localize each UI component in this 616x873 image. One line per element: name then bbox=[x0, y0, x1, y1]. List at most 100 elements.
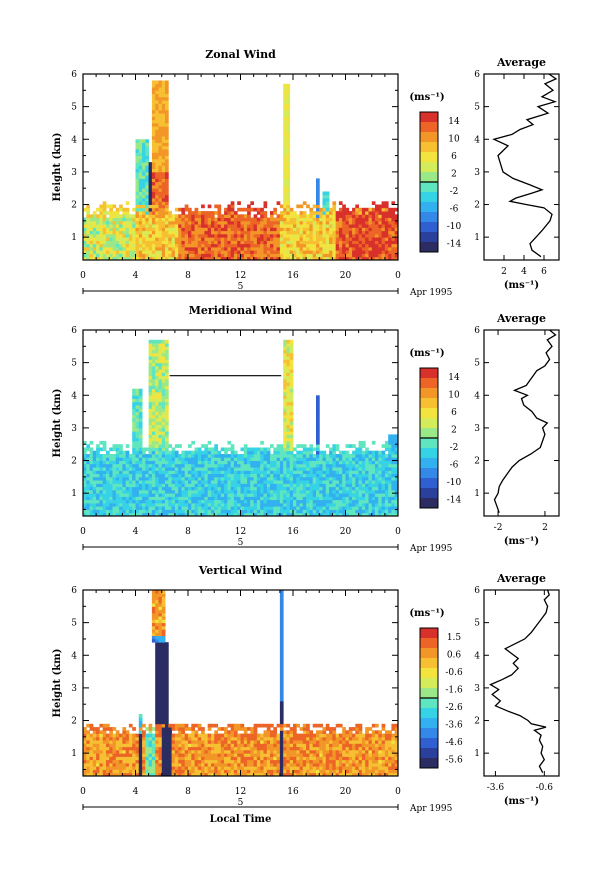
heat-cell bbox=[263, 463, 268, 468]
heat-cell bbox=[92, 237, 97, 241]
heat-cell bbox=[335, 457, 340, 461]
heat-cell bbox=[151, 447, 156, 452]
heat-cell bbox=[112, 489, 117, 494]
heat-cell bbox=[132, 769, 136, 774]
heat-cell bbox=[168, 253, 172, 258]
heat-cell bbox=[332, 243, 337, 248]
colorbar-swatch bbox=[420, 418, 438, 429]
heat-cell bbox=[115, 746, 120, 751]
heat-cell bbox=[161, 93, 166, 98]
heat-cell bbox=[135, 230, 140, 235]
y-tick-label: 6 bbox=[71, 70, 77, 80]
heat-cell bbox=[191, 237, 195, 241]
heat-cell bbox=[151, 392, 156, 396]
heat-cell bbox=[122, 727, 127, 731]
heat-cell bbox=[168, 237, 172, 241]
heat-cell bbox=[335, 230, 340, 235]
heat-cell bbox=[171, 250, 176, 254]
heat-cell bbox=[158, 230, 163, 235]
heat-cell bbox=[138, 217, 143, 222]
heat-cell bbox=[211, 447, 215, 452]
heat-cell bbox=[289, 233, 294, 238]
heat-cell bbox=[165, 233, 169, 238]
heat-cell bbox=[148, 250, 153, 254]
heat-cell bbox=[161, 224, 166, 228]
heat-cell bbox=[92, 743, 97, 748]
heat-cell bbox=[135, 207, 140, 212]
heat-cell bbox=[329, 483, 333, 488]
heat-cell bbox=[316, 240, 320, 245]
heat-cell bbox=[92, 727, 97, 731]
heat-cell bbox=[253, 463, 258, 468]
heat-cell bbox=[86, 753, 90, 757]
heat-cell bbox=[296, 220, 300, 225]
heat-cell bbox=[155, 480, 159, 484]
heat-cell bbox=[217, 493, 222, 497]
heat-cell bbox=[289, 499, 294, 504]
heat-cell bbox=[217, 454, 222, 458]
heat-cell bbox=[342, 493, 346, 497]
heat-cell bbox=[174, 480, 179, 484]
heat-cell bbox=[155, 678, 159, 682]
heat-cell bbox=[96, 733, 100, 738]
heat-cell bbox=[207, 509, 212, 514]
heat-cell bbox=[227, 207, 232, 212]
heat-cell bbox=[342, 250, 346, 254]
heat-cell bbox=[142, 489, 146, 494]
heat-cell bbox=[151, 476, 156, 481]
heat-cell bbox=[224, 253, 228, 258]
heat-cell bbox=[135, 454, 140, 458]
heat-cell bbox=[276, 214, 281, 218]
heat-cell bbox=[158, 198, 163, 202]
heat-cell bbox=[276, 444, 281, 448]
heat-cell bbox=[151, 253, 156, 258]
heat-cell bbox=[319, 489, 323, 494]
heat-cell bbox=[230, 460, 235, 465]
heat-cell bbox=[155, 714, 159, 718]
heat-cell bbox=[394, 450, 398, 455]
heat-cell bbox=[161, 356, 166, 360]
heat-cell bbox=[132, 493, 136, 497]
heat-cell bbox=[243, 240, 248, 245]
heat-cell bbox=[250, 483, 254, 488]
heat-cell bbox=[158, 437, 163, 442]
heat-cell bbox=[161, 506, 166, 510]
heat-cell bbox=[388, 437, 392, 442]
heat-cell bbox=[316, 437, 320, 442]
heat-cell bbox=[240, 240, 245, 245]
heat-cell bbox=[128, 762, 133, 767]
heat-cell bbox=[83, 486, 87, 491]
heat-cell bbox=[306, 217, 310, 222]
heat-cell bbox=[355, 457, 359, 461]
heat-cell bbox=[155, 240, 159, 245]
heat-cell bbox=[375, 243, 379, 248]
heat-cell bbox=[148, 395, 153, 399]
heat-cell bbox=[115, 473, 120, 478]
heat-cell bbox=[122, 253, 127, 258]
heat-cell bbox=[86, 756, 90, 761]
heat-cell bbox=[329, 476, 333, 481]
heat-cell bbox=[125, 450, 130, 455]
heat-cell bbox=[299, 230, 304, 235]
heat-cell bbox=[332, 230, 337, 235]
heat-cell bbox=[106, 470, 110, 474]
heat-cell bbox=[115, 756, 120, 761]
heat-cell bbox=[358, 233, 363, 238]
heat-cell bbox=[211, 250, 215, 254]
heat-cell bbox=[237, 237, 241, 241]
heat-cell bbox=[155, 687, 159, 692]
heat-cell bbox=[83, 220, 87, 225]
heat-cell bbox=[92, 214, 97, 218]
heat-cell bbox=[325, 454, 330, 458]
heat-cell bbox=[106, 253, 110, 258]
heat-cell bbox=[224, 509, 228, 514]
heat-cell bbox=[155, 668, 159, 672]
heat-cell bbox=[155, 411, 159, 416]
heat-cell bbox=[299, 502, 304, 507]
heat-cell bbox=[145, 746, 149, 751]
heat-cell bbox=[191, 214, 195, 218]
heat-cell bbox=[135, 414, 140, 419]
heat-cell bbox=[83, 506, 87, 510]
heat-cell bbox=[83, 253, 87, 258]
heat-cell bbox=[306, 467, 310, 471]
